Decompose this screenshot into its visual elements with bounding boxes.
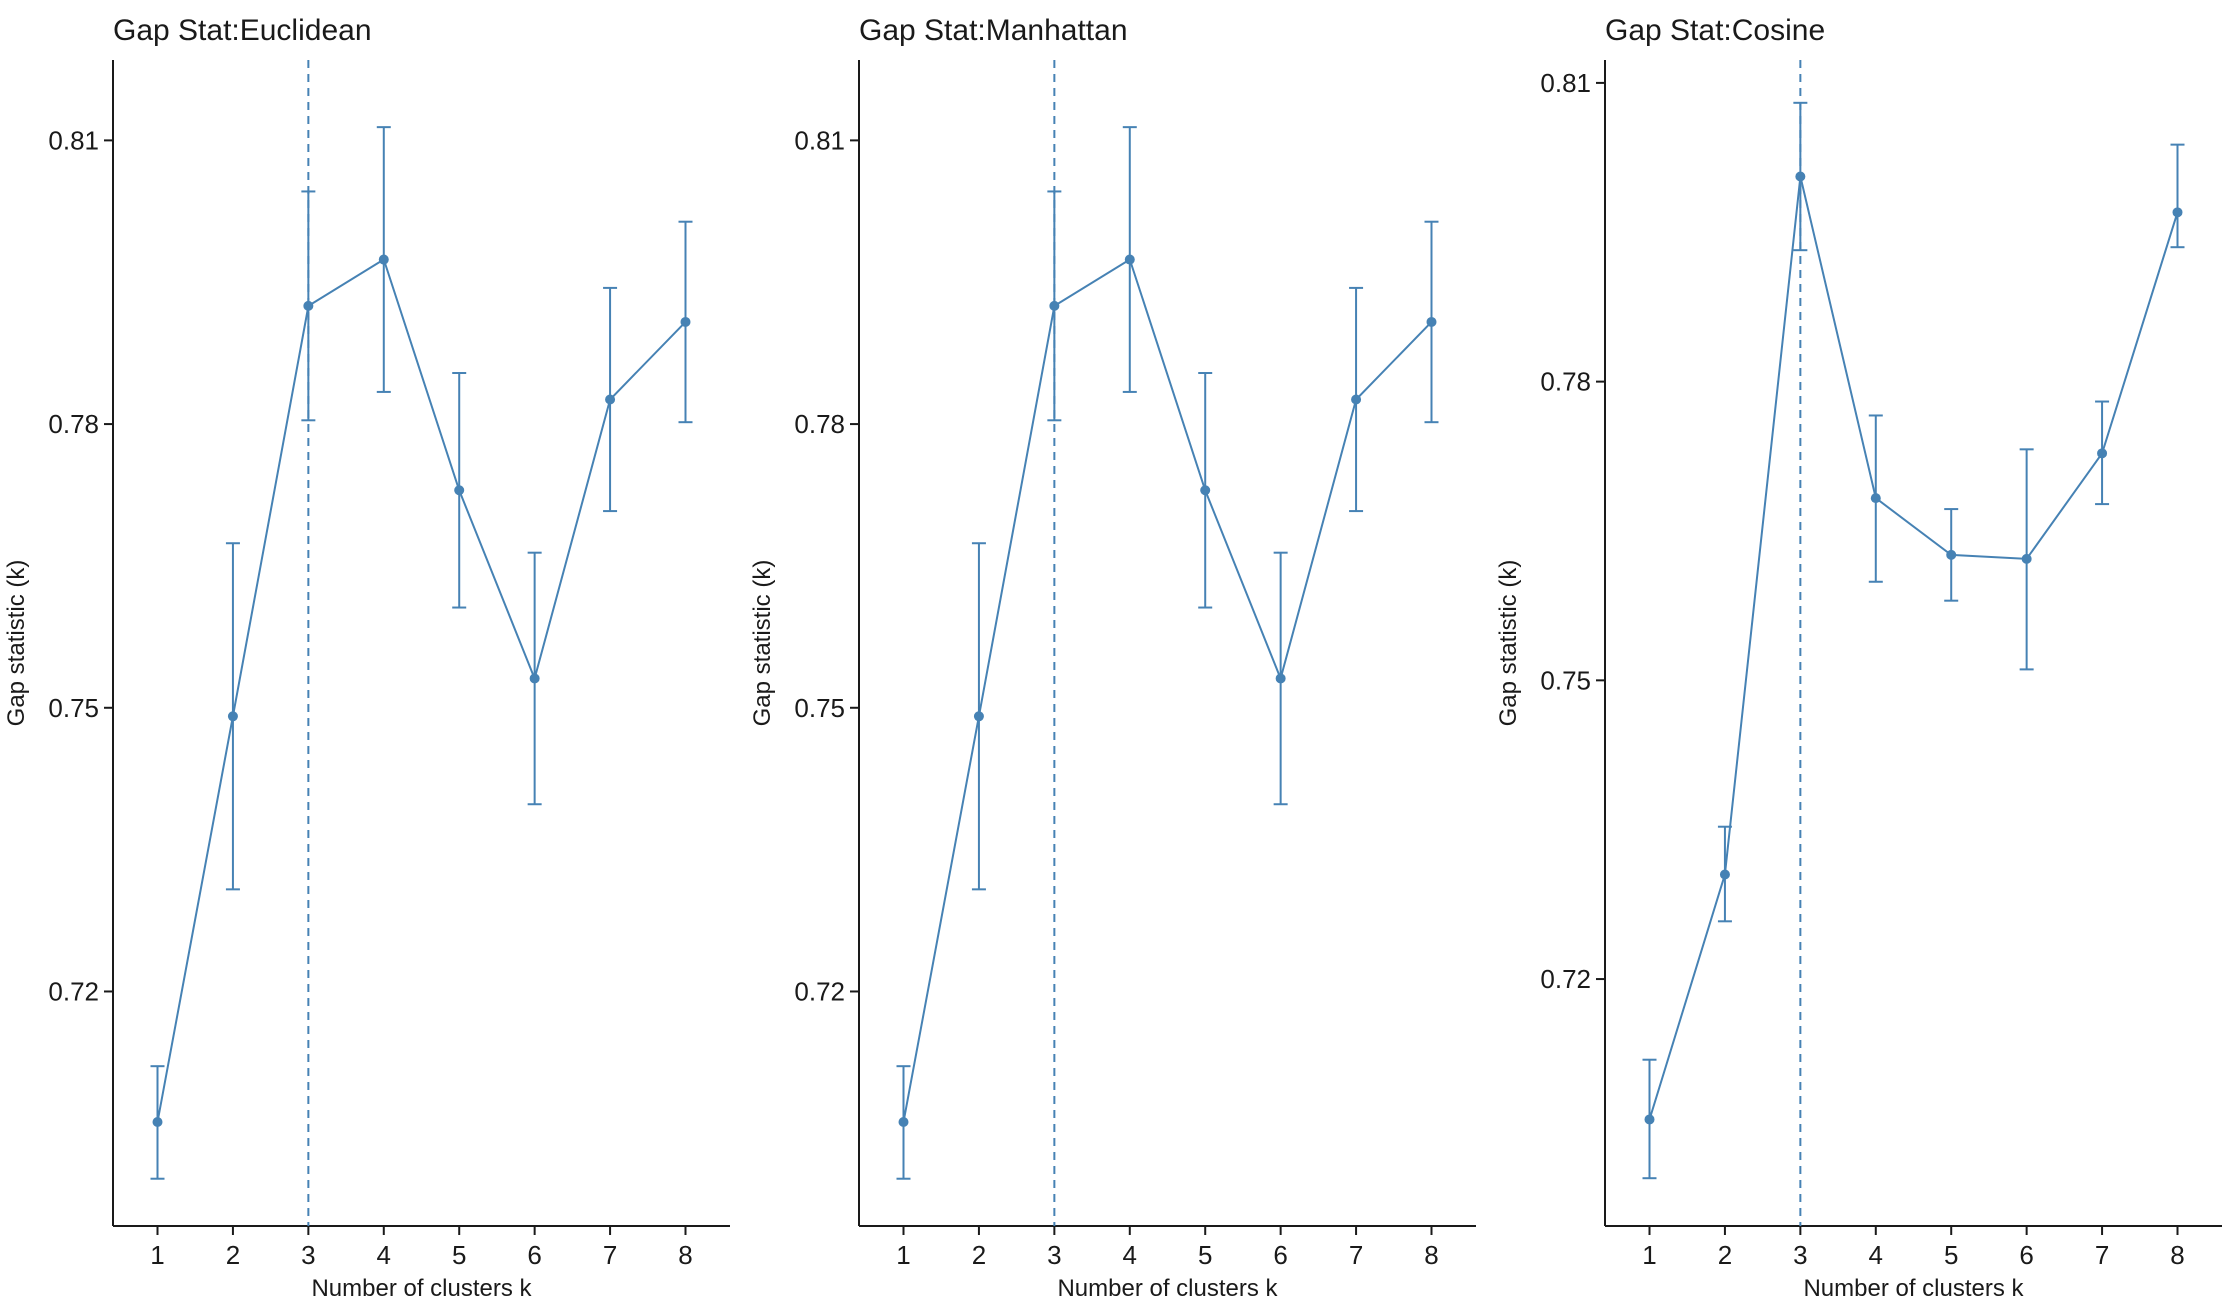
panel-title: Gap Stat:Cosine (1605, 14, 1825, 47)
error-bar (2170, 143, 2185, 249)
panel-2: Gap Stat:Manhattan 0.72 0.75 0.78 0.81 1 2 3 4 5 6… (749, 14, 1476, 1302)
panel-3: Gap Stat:Cosine 0.72 0.75 0.78 0.81 1 2 3 4 5 6 7 8 N… (1495, 14, 2222, 1302)
data-point (378, 254, 389, 265)
y-axis-title: Gap statistic (k) (749, 560, 776, 727)
x-tick-label: 4 (377, 1240, 391, 1270)
x-tick-label: 4 (1123, 1240, 1137, 1270)
y-tick-label: 0.81 (1540, 68, 1591, 98)
data-point (680, 316, 691, 327)
x-tick-label: 2 (226, 1240, 240, 1270)
x-tick-label: 8 (1424, 1240, 1438, 1270)
x-tick-label: 2 (1718, 1240, 1732, 1270)
x-tick-label: 3 (1047, 1240, 1061, 1270)
x-tick-label: 1 (896, 1240, 910, 1270)
data-point (1124, 254, 1135, 265)
y-tick-label: 0.75 (794, 693, 845, 723)
x-tick-label: 5 (452, 1240, 466, 1270)
data-point (605, 394, 616, 405)
x-tick-label: 7 (1349, 1240, 1363, 1270)
x-tick-label: 4 (1869, 1240, 1883, 1270)
data-point (1426, 316, 1437, 327)
data-point (1795, 171, 1806, 182)
x-axis-title: Number of clusters k (1803, 1275, 2024, 1302)
data-point (1946, 549, 1957, 560)
y-tick-label: 0.75 (1540, 665, 1591, 695)
data-point (1049, 300, 1060, 311)
y-tick-label: 0.72 (1540, 964, 1591, 994)
y-tick-label: 0.72 (48, 976, 99, 1006)
x-tick-label: 2 (972, 1240, 986, 1270)
x-tick-label: 8 (678, 1240, 692, 1270)
x-tick-label: 3 (1793, 1240, 1807, 1270)
data-point (1719, 869, 1730, 880)
x-tick-label: 7 (2095, 1240, 2109, 1270)
series-line (156, 257, 687, 1123)
x-tick-label: 6 (2019, 1240, 2033, 1270)
data-point (1200, 485, 1211, 496)
y-tick-label: 0.81 (794, 125, 845, 155)
y-tick-label: 0.75 (48, 693, 99, 723)
series-line (902, 257, 1433, 1123)
y-tick-label: 0.78 (1540, 367, 1591, 397)
x-tick-label: 6 (527, 1240, 541, 1270)
data-point (1870, 493, 1881, 504)
data-point (454, 485, 465, 496)
x-tick-label: 1 (150, 1240, 164, 1270)
y-axis-title: Gap statistic (k) (1495, 560, 1522, 727)
panel-1: Gap Stat:Euclidean 0.72 0.75 0.78 0.81 1 2 3 4 5 6… (3, 14, 730, 1302)
panel-title: Gap Stat:Euclidean (113, 14, 372, 47)
data-point (2021, 553, 2032, 564)
data-point (2097, 448, 2108, 459)
data-point (898, 1116, 909, 1127)
data-point (303, 300, 314, 311)
y-tick-label: 0.78 (48, 409, 99, 439)
y-tick-label: 0.72 (794, 976, 845, 1006)
x-tick-label: 5 (1198, 1240, 1212, 1270)
data-point (227, 711, 238, 722)
panel-title: Gap Stat:Manhattan (859, 14, 1128, 47)
x-tick-label: 8 (2170, 1240, 2184, 1270)
x-axis-title: Number of clusters k (311, 1275, 532, 1302)
data-point (973, 711, 984, 722)
x-tick-label: 3 (301, 1240, 315, 1270)
x-tick-label: 5 (1944, 1240, 1958, 1270)
data-point (152, 1116, 163, 1127)
data-point (529, 673, 540, 684)
data-point (1351, 394, 1362, 405)
x-tick-label: 6 (1273, 1240, 1287, 1270)
series-line (1648, 176, 2179, 1120)
x-axis-title: Number of clusters k (1057, 1275, 1278, 1302)
x-tick-label: 1 (1642, 1240, 1656, 1270)
y-axis-title: Gap statistic (k) (3, 560, 30, 727)
y-tick-label: 0.78 (794, 409, 845, 439)
data-point (1275, 673, 1286, 684)
y-tick-label: 0.81 (48, 125, 99, 155)
x-tick-label: 7 (603, 1240, 617, 1270)
data-point (2172, 207, 2183, 218)
data-point (1644, 1114, 1655, 1125)
